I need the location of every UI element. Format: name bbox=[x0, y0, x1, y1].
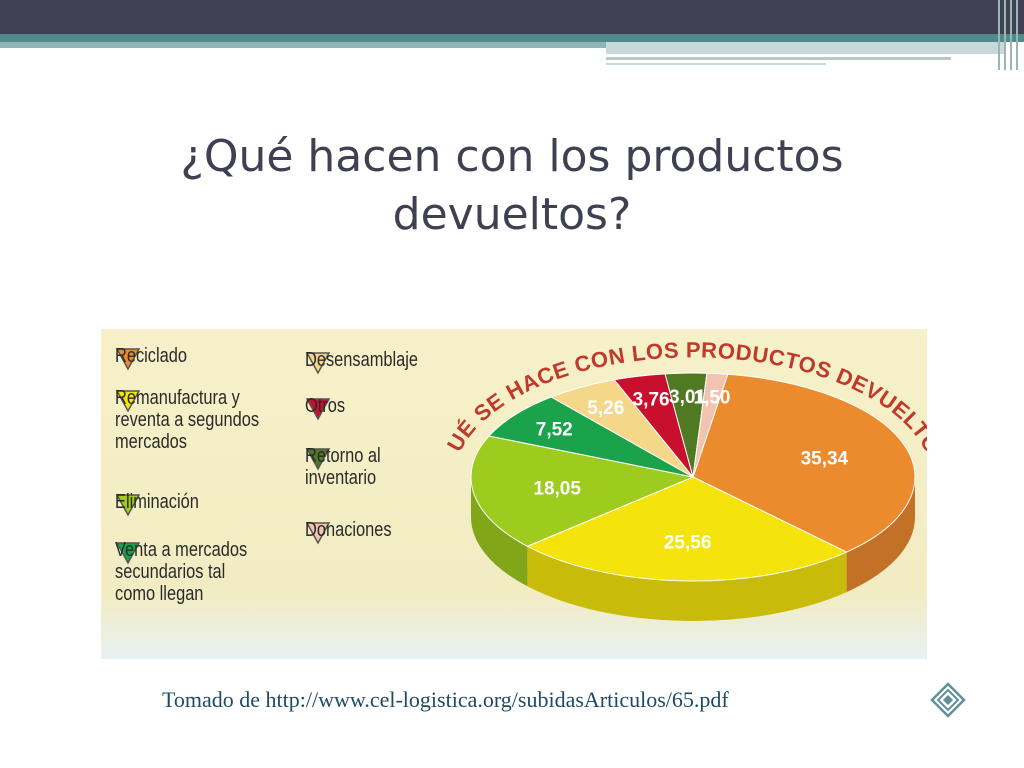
legend-swatch-icon bbox=[305, 398, 331, 421]
decor-band bbox=[0, 34, 1024, 42]
legend-label: Venta a mercados secundarios tal como ll… bbox=[115, 539, 248, 605]
pie-side-group bbox=[471, 477, 915, 621]
decor-line bbox=[606, 63, 826, 65]
legend-swatch-icon bbox=[305, 448, 331, 471]
pie-chart: 35,3425,5618,057,525,263,763,011,50¿QUÉ … bbox=[101, 329, 927, 621]
pie-slice-side bbox=[527, 546, 847, 621]
pie-value-label: 7,52 bbox=[536, 419, 573, 440]
source-citation: Tomado de http://www.cel-logistica.org/s… bbox=[162, 687, 729, 712]
pie-top-group bbox=[470, 372, 916, 582]
pie-chart-panel: 35,3425,5618,057,525,263,763,011,50¿QUÉ … bbox=[101, 329, 927, 659]
pie-value-label: 35,34 bbox=[801, 449, 849, 470]
pie-value-label: 3,01 bbox=[669, 387, 706, 408]
diamond-logo-icon bbox=[930, 682, 966, 718]
legend-swatch-icon bbox=[305, 352, 331, 375]
legend-swatch-icon bbox=[115, 494, 141, 517]
pie-value-label: 18,05 bbox=[533, 478, 581, 499]
top-header-bar bbox=[0, 0, 1024, 34]
legend-swatch-icon bbox=[115, 390, 141, 413]
legend-item-desensamblaje: Desensamblaje bbox=[305, 349, 443, 375]
legend-label: Reciclado bbox=[115, 345, 188, 367]
legend-item-remanufactura: Remanufactura y reventa a segundos merca… bbox=[115, 387, 291, 453]
pie-value-label: 5,26 bbox=[587, 398, 624, 419]
legend-item-otros: Otros bbox=[305, 395, 354, 421]
pie-slice bbox=[488, 396, 694, 478]
legend-item-reciclado: Reciclado bbox=[115, 345, 203, 371]
legend-label: Retorno al inventario bbox=[305, 445, 381, 489]
legend-item-eliminacion: Eliminación bbox=[115, 491, 217, 517]
decor-line bbox=[606, 57, 951, 60]
decor-band bbox=[606, 42, 1006, 54]
legend-label: Eliminación bbox=[115, 491, 199, 513]
pie-slice-side bbox=[846, 477, 915, 593]
pie-value-label: 1,50 bbox=[694, 387, 731, 408]
legend-label: Donaciones bbox=[305, 519, 392, 541]
legend-label: Desensamblaje bbox=[305, 349, 419, 371]
legend-label: Remanufactura y reventa a segundos merca… bbox=[115, 387, 260, 453]
pie-slice bbox=[692, 373, 916, 553]
decor-band bbox=[0, 42, 610, 48]
legend-swatch-icon bbox=[305, 522, 331, 545]
pie-slice-side bbox=[471, 477, 528, 587]
legend-swatch-icon bbox=[115, 348, 141, 371]
pie-value-label: 3,76 bbox=[633, 389, 670, 410]
legend-item-venta: Venta a mercados secundarios tal como ll… bbox=[115, 539, 276, 605]
pie-slice bbox=[470, 435, 695, 547]
legend-item-donaciones: Donaciones bbox=[305, 519, 411, 545]
pie-slice bbox=[526, 476, 848, 582]
pie-value-label: 25,56 bbox=[664, 532, 712, 553]
legend-label: Otros bbox=[305, 395, 346, 417]
slide-title: ¿Qué hacen con los productos devueltos? bbox=[180, 131, 844, 240]
legend-item-retorno: Retorno al inventario bbox=[305, 445, 397, 489]
decor-stripes bbox=[996, 0, 1024, 70]
pie-slice bbox=[692, 372, 729, 478]
legend-swatch-icon bbox=[115, 542, 141, 565]
